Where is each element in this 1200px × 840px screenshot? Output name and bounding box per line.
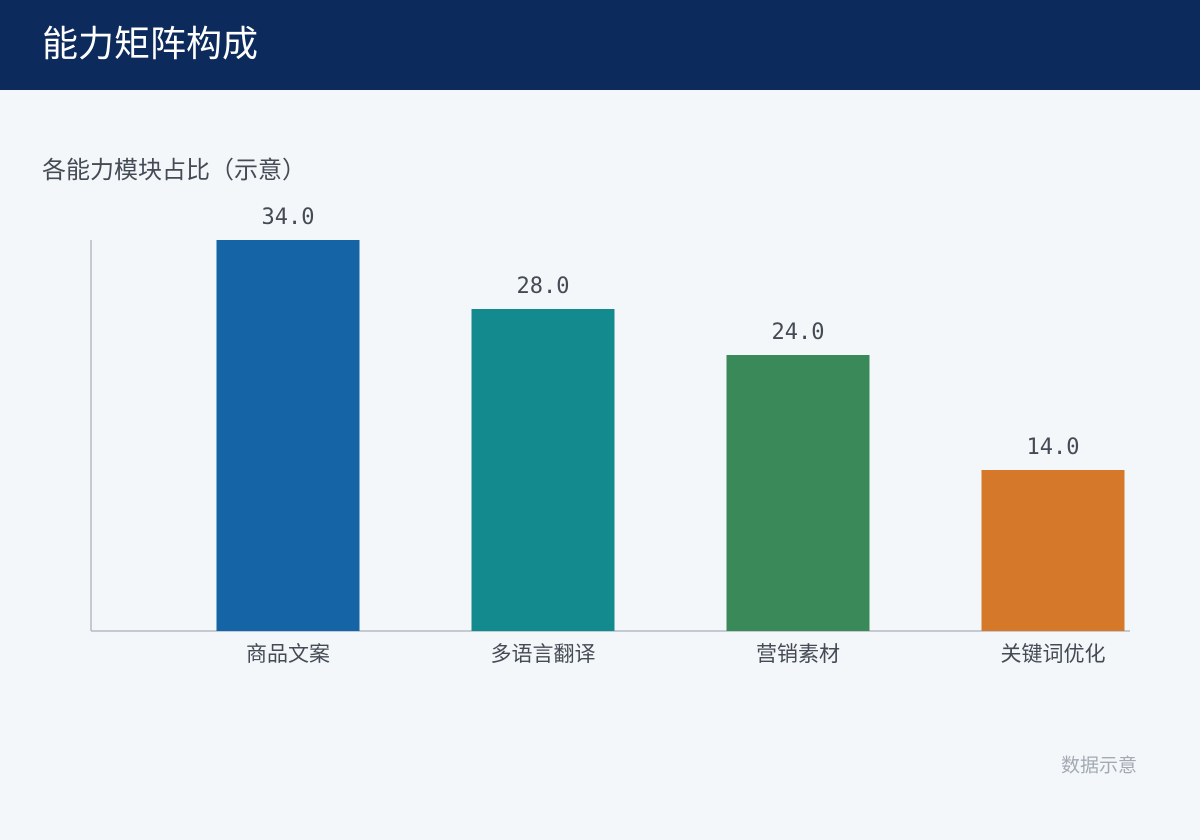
value-label: 34.0 [262,205,315,230]
bar [981,470,1125,631]
header: 能力矩阵构成 [0,0,1200,90]
header-title: 能力矩阵构成 [42,24,259,65]
bar [726,355,870,631]
bar [471,309,615,631]
x-tick-label: 商品文案 [246,642,330,666]
value-label: 14.0 [1027,435,1080,460]
bar [216,240,360,631]
footnote: 数据示意 [1061,755,1137,777]
chart: 各能力模块占比（示意） 数据示意 商品文案 34.0 多语言翻译 28.0 营销素材 24… [42,156,1137,777]
chart-title: 各能力模块占比（示意） [42,156,306,184]
value-label: 24.0 [772,320,825,345]
x-tick-label: 多语言翻译 [491,642,596,666]
page: 能力矩阵构成 各能力模块占比（示意） 数据示意 商品文案 34.0 多语言翻译 28.… [0,0,1200,777]
value-label: 28.0 [517,274,570,299]
x-tick-label: 营销素材 [756,642,840,666]
x-tick-label: 关键词优化 [1001,642,1106,666]
